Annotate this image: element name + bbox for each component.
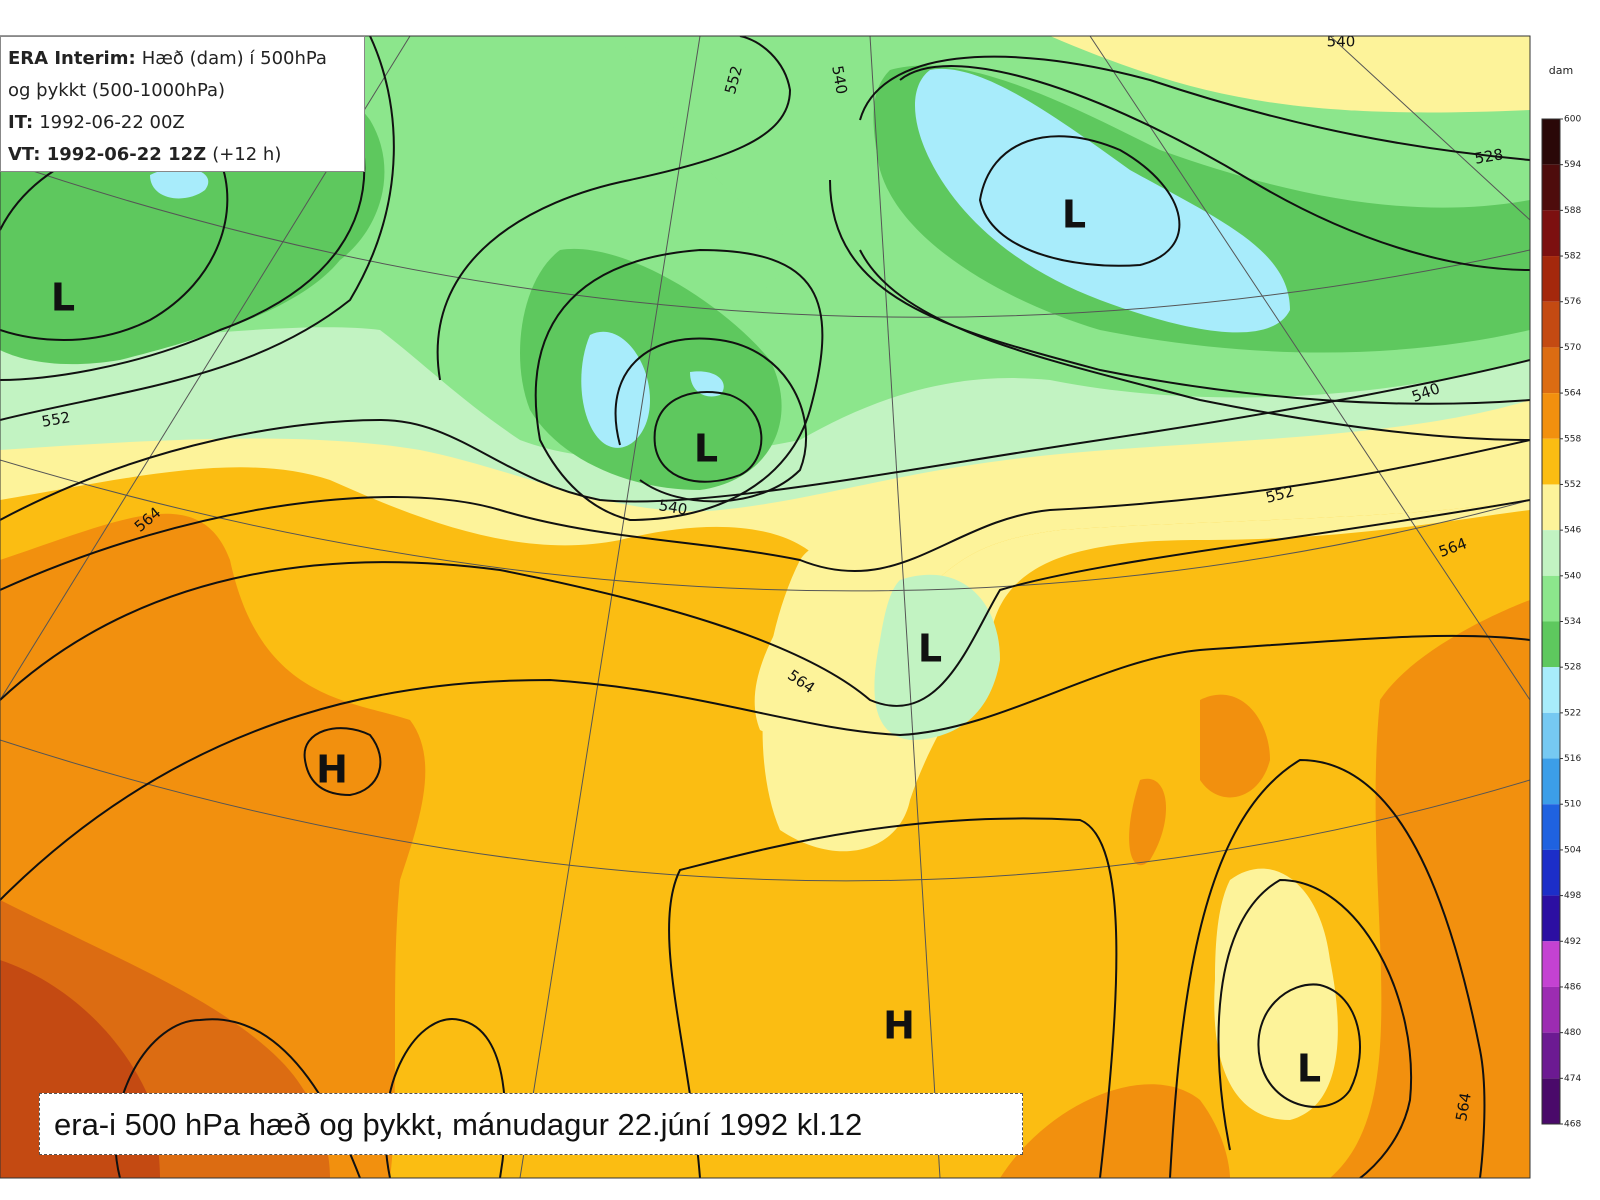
- colorbar: 600 594 588 582 576 570 564 558 552 546 540 534 528 5…: [1541, 115, 1581, 1130]
- info-text: 1992-06-22 00Z: [39, 112, 185, 133]
- center-label: H: [316, 748, 348, 792]
- colorbar-swatch: [1542, 895, 1560, 942]
- colorbar-swatch: [1542, 210, 1560, 257]
- colorbar-tick-label: 570: [1564, 343, 1581, 353]
- colorbar-swatch: [1542, 941, 1560, 987]
- colorbar-tick-label: 576: [1564, 297, 1581, 307]
- caption: era-i 500 hPa hæð og þykkt, mánudagur 22…: [39, 1093, 1023, 1155]
- colorbar-tick-label: 546: [1564, 526, 1581, 536]
- info-key: ERA Interim:: [8, 48, 136, 69]
- colorbar-swatch: [1542, 438, 1560, 485]
- center-label: L: [918, 627, 942, 671]
- contour-label: 540: [657, 496, 688, 519]
- info-text: (+12 h): [212, 144, 282, 165]
- contour-label: 540: [828, 64, 851, 95]
- colorbar-tick-label: 558: [1564, 434, 1581, 444]
- info-line: IT: 1992-06-22 00Z: [8, 107, 364, 139]
- colorbar-tick-label: 468: [1564, 1120, 1581, 1130]
- colorbar-swatch: [1542, 758, 1560, 805]
- contour-label: 552: [40, 408, 71, 431]
- colorbar-tick-label: 510: [1564, 800, 1581, 810]
- center-label: L: [1062, 193, 1086, 237]
- colorbar-tick-label: 480: [1564, 1028, 1581, 1038]
- info-key: VT: 1992-06-22 12Z: [8, 144, 207, 165]
- colorbar-swatch: [1542, 256, 1560, 302]
- map-frame: [0, 35, 1531, 1179]
- colorbar-tick-label: 498: [1564, 891, 1581, 901]
- colorbar-swatch: [1542, 119, 1560, 165]
- center-label: H: [883, 1004, 915, 1048]
- colorbar-tick-label: 552: [1564, 480, 1581, 490]
- colorbar-swatch: [1542, 1078, 1560, 1124]
- colorbar-tick-label: 474: [1564, 1074, 1581, 1084]
- colorbar-swatch: [1542, 712, 1560, 759]
- colorbar-swatch: [1542, 667, 1560, 713]
- center-label: L: [694, 427, 718, 471]
- colorbar-swatch: [1542, 301, 1560, 348]
- contour-label: 564: [1452, 1091, 1475, 1122]
- contour-label: 528: [1473, 145, 1504, 168]
- colorbar-tick-label: 522: [1564, 708, 1581, 718]
- pressure-centers: L L L L H H L: [51, 193, 1321, 1091]
- center-label: L: [1297, 1047, 1321, 1091]
- colorbar-swatch: [1542, 621, 1560, 668]
- info-line: og þykkt (500-1000hPa): [8, 75, 364, 107]
- colorbar-tick-label: 528: [1564, 663, 1581, 673]
- info-key: IT:: [8, 112, 34, 133]
- graticule: [0, 36, 1530, 1178]
- colorbar-tick-label: 504: [1564, 845, 1581, 855]
- info-box: ERA Interim: Hæð (dam) í 500hPa og þykkt (…: [0, 36, 365, 172]
- info-line: ERA Interim: Hæð (dam) í 500hPa: [8, 43, 364, 75]
- colorbar-swatch: [1542, 849, 1560, 896]
- colorbar-tick-label: 516: [1564, 754, 1581, 764]
- colorbar-swatch: [1542, 1032, 1560, 1079]
- colorbar-tick-label: 600: [1564, 115, 1581, 125]
- colorbar-tick-label: 486: [1564, 982, 1581, 992]
- info-line: VT: 1992-06-22 12Z (+12 h): [8, 139, 364, 171]
- colorbar-tick-label: 534: [1564, 617, 1581, 627]
- colorbar-tick-label: 540: [1564, 571, 1581, 581]
- contour-label: 540: [1327, 33, 1356, 51]
- info-text: Hæð (dam) í 500hPa: [141, 48, 327, 69]
- colorbar-tick-label: 492: [1564, 937, 1581, 947]
- colorbar-tick-label: 582: [1564, 252, 1581, 262]
- info-text: og þykkt (500-1000hPa): [8, 80, 226, 101]
- colorbar-swatch: [1542, 393, 1560, 439]
- colorbar-tick-label: 564: [1564, 389, 1581, 399]
- colorbar-swatch: [1542, 484, 1560, 531]
- colorbar-swatch: [1542, 804, 1560, 850]
- colorbar-unit: dam: [1549, 64, 1573, 77]
- colorbar-swatch: [1542, 164, 1560, 211]
- colorbar-tick-label: 594: [1564, 160, 1581, 170]
- colorbar-swatch: [1542, 986, 1560, 1033]
- colorbar-swatch: [1542, 530, 1560, 576]
- colorbar-swatch: [1542, 575, 1560, 622]
- center-label: L: [51, 276, 75, 320]
- colorbar-tick-label: 588: [1564, 206, 1581, 216]
- colorbar-swatch: [1542, 347, 1560, 394]
